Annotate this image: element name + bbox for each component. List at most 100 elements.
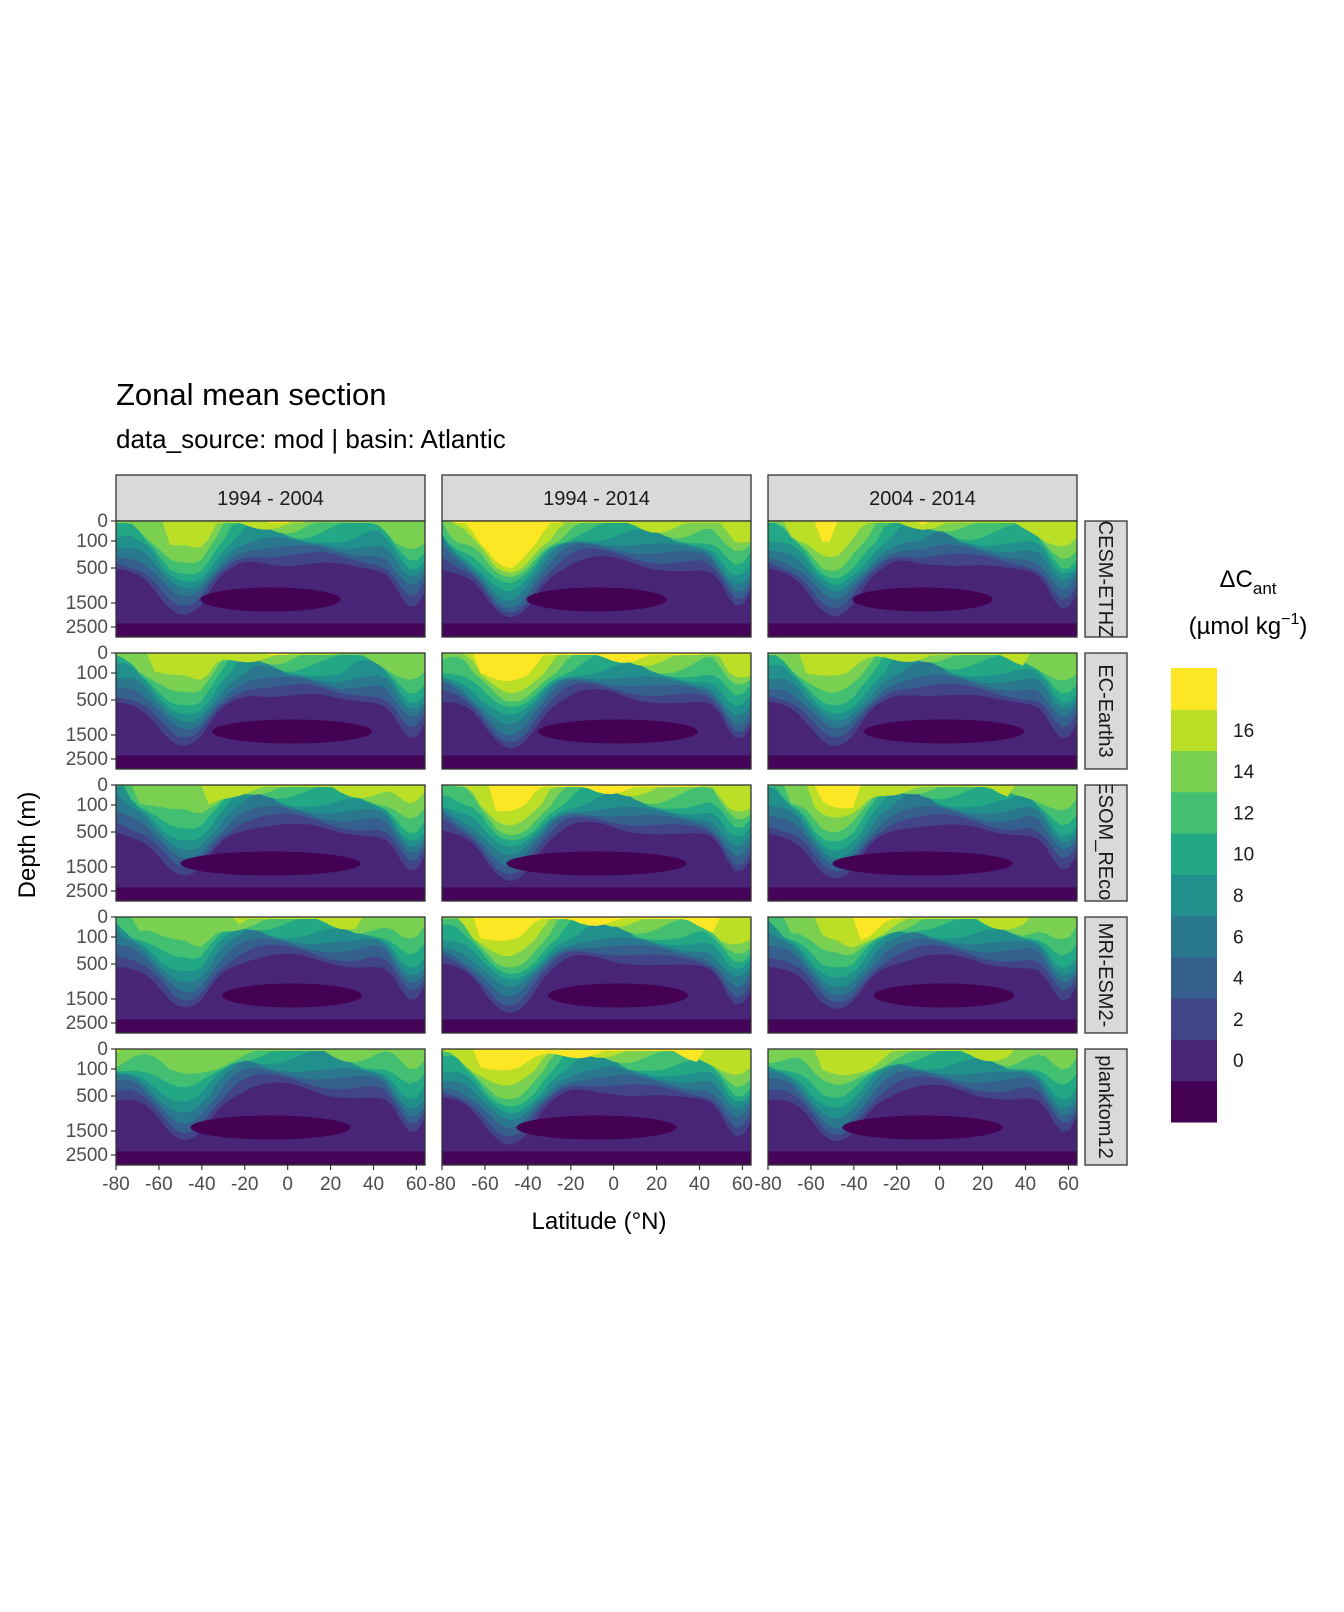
panel-border bbox=[767, 916, 1078, 1034]
y-tick-label: 2500 bbox=[66, 881, 108, 902]
contour-band bbox=[768, 521, 1077, 558]
legend-title-main: ΔC bbox=[1219, 566, 1252, 593]
x-tick-label: -60 bbox=[145, 1174, 172, 1195]
contour-band bbox=[442, 1049, 751, 1071]
contour-band bbox=[116, 521, 425, 548]
x-tick-label: 60 bbox=[1058, 1174, 1079, 1195]
contour-band bbox=[442, 755, 751, 769]
x-tick-label: 40 bbox=[689, 1174, 710, 1195]
row-strip-label: planktom12 bbox=[1094, 1055, 1116, 1158]
x-tick-label: -20 bbox=[557, 1174, 584, 1195]
legend-tick-label: 6 bbox=[1233, 927, 1244, 948]
y-tick-label: 1500 bbox=[66, 1121, 108, 1142]
legend-units-close: ) bbox=[1299, 613, 1307, 640]
column-strip bbox=[441, 474, 752, 522]
contour-band bbox=[200, 587, 341, 612]
contour-band bbox=[116, 521, 425, 523]
x-tick-label: 40 bbox=[1015, 1174, 1036, 1195]
contour-band bbox=[516, 1115, 677, 1140]
legend-tick-label: 10 bbox=[1233, 845, 1254, 866]
column-strip bbox=[767, 474, 1078, 522]
section-panel bbox=[442, 521, 751, 637]
section-panel bbox=[768, 1049, 1077, 1165]
contour-band bbox=[768, 1019, 1077, 1033]
y-tick-label: 2500 bbox=[66, 1145, 108, 1166]
row-strip bbox=[1084, 784, 1128, 902]
x-tick-label: -80 bbox=[428, 1174, 455, 1195]
contour-band bbox=[506, 851, 687, 876]
section-panel bbox=[768, 653, 1077, 769]
x-tick-label: 0 bbox=[934, 1174, 945, 1195]
panel-border bbox=[441, 1048, 752, 1166]
legend-swatch bbox=[1171, 998, 1217, 1040]
y-tick-label: 100 bbox=[76, 795, 108, 816]
legend-swatch bbox=[1171, 791, 1217, 834]
legend-tick-label: 14 bbox=[1233, 762, 1255, 783]
panel-grid: 1994 - 2004 1994 - 2014 2004 - 2014 CESM-ET… bbox=[66, 474, 1128, 1195]
x-tick-label: -80 bbox=[102, 1174, 129, 1195]
panel-border bbox=[767, 1048, 1078, 1166]
contour-band bbox=[526, 587, 667, 612]
contour-band bbox=[442, 785, 751, 812]
legend-colorbar: 0 2 4 6 8 10 12 14 16 bbox=[1171, 668, 1255, 1123]
y-tick-label: 500 bbox=[76, 690, 108, 711]
x-tick-label: 20 bbox=[972, 1174, 993, 1195]
contour-band bbox=[768, 755, 1077, 769]
contour-band bbox=[116, 1019, 425, 1033]
x-tick-label: -40 bbox=[840, 1174, 867, 1195]
contour-band bbox=[116, 887, 425, 901]
x-tick-label: 0 bbox=[282, 1174, 293, 1195]
row-strip bbox=[1084, 520, 1128, 638]
x-tick-label: -20 bbox=[231, 1174, 258, 1195]
contour-band bbox=[863, 719, 1024, 744]
legend-units-main: (µmol kg bbox=[1189, 613, 1282, 640]
contour-band bbox=[768, 653, 1077, 676]
column-strip-label: 1994 - 2004 bbox=[217, 488, 324, 510]
y-tick-label: 1500 bbox=[66, 857, 108, 878]
contour-band bbox=[547, 983, 688, 1008]
contour-band bbox=[768, 887, 1077, 901]
section-panel bbox=[116, 653, 425, 769]
contour-band bbox=[116, 1049, 425, 1074]
panel-border bbox=[441, 916, 752, 1034]
contour-band bbox=[768, 1049, 1077, 1076]
contour-band bbox=[537, 719, 698, 744]
y-tick-label: 100 bbox=[76, 663, 108, 684]
contour-band bbox=[180, 851, 361, 876]
legend-units: (µmol kg−1) bbox=[1189, 611, 1308, 640]
legend-swatch bbox=[1171, 668, 1217, 710]
contour-band bbox=[190, 1115, 351, 1140]
row-strip-label: CESM-ETHZ bbox=[1094, 521, 1116, 638]
legend-tick-label: 2 bbox=[1233, 1010, 1244, 1031]
legend-units-superscript: −1 bbox=[1281, 611, 1299, 628]
x-tick-label: -40 bbox=[188, 1174, 215, 1195]
x-tick-label: 20 bbox=[646, 1174, 667, 1195]
row-strip bbox=[1084, 916, 1128, 1034]
contour-band bbox=[116, 785, 425, 819]
legend-swatch bbox=[1171, 709, 1217, 752]
panel-border bbox=[441, 652, 752, 770]
section-panel bbox=[116, 521, 425, 637]
x-tick-label: -60 bbox=[797, 1174, 824, 1195]
y-tick-label: 0 bbox=[97, 907, 108, 928]
contour-band bbox=[116, 785, 425, 805]
column-strip-label: 2004 - 2014 bbox=[869, 488, 976, 510]
y-tick-label: 0 bbox=[97, 1039, 108, 1060]
color-legend: ΔCant (µmol kg−1) 0 2 4 6 8 10 12 14 16 bbox=[1171, 566, 1307, 1123]
section-panel bbox=[768, 785, 1077, 901]
legend-swatch bbox=[1171, 1039, 1217, 1082]
legend-swatch bbox=[1171, 874, 1217, 917]
y-tick-label: 2500 bbox=[66, 1013, 108, 1034]
contour-band bbox=[442, 917, 751, 941]
row-strip-label: MRI-ESM2- bbox=[1094, 923, 1116, 1027]
panel-border bbox=[767, 652, 1078, 770]
contour-band bbox=[116, 917, 425, 930]
legend-title-subscript: ant bbox=[1253, 579, 1277, 598]
contour-band bbox=[768, 1151, 1077, 1165]
x-tick-label: 60 bbox=[406, 1174, 427, 1195]
legend-tick-label: 16 bbox=[1233, 721, 1254, 742]
panel-border bbox=[115, 916, 426, 1034]
y-tick-label: 100 bbox=[76, 1059, 108, 1080]
x-tick-label: 60 bbox=[732, 1174, 753, 1195]
x-tick-label: -80 bbox=[754, 1174, 781, 1195]
